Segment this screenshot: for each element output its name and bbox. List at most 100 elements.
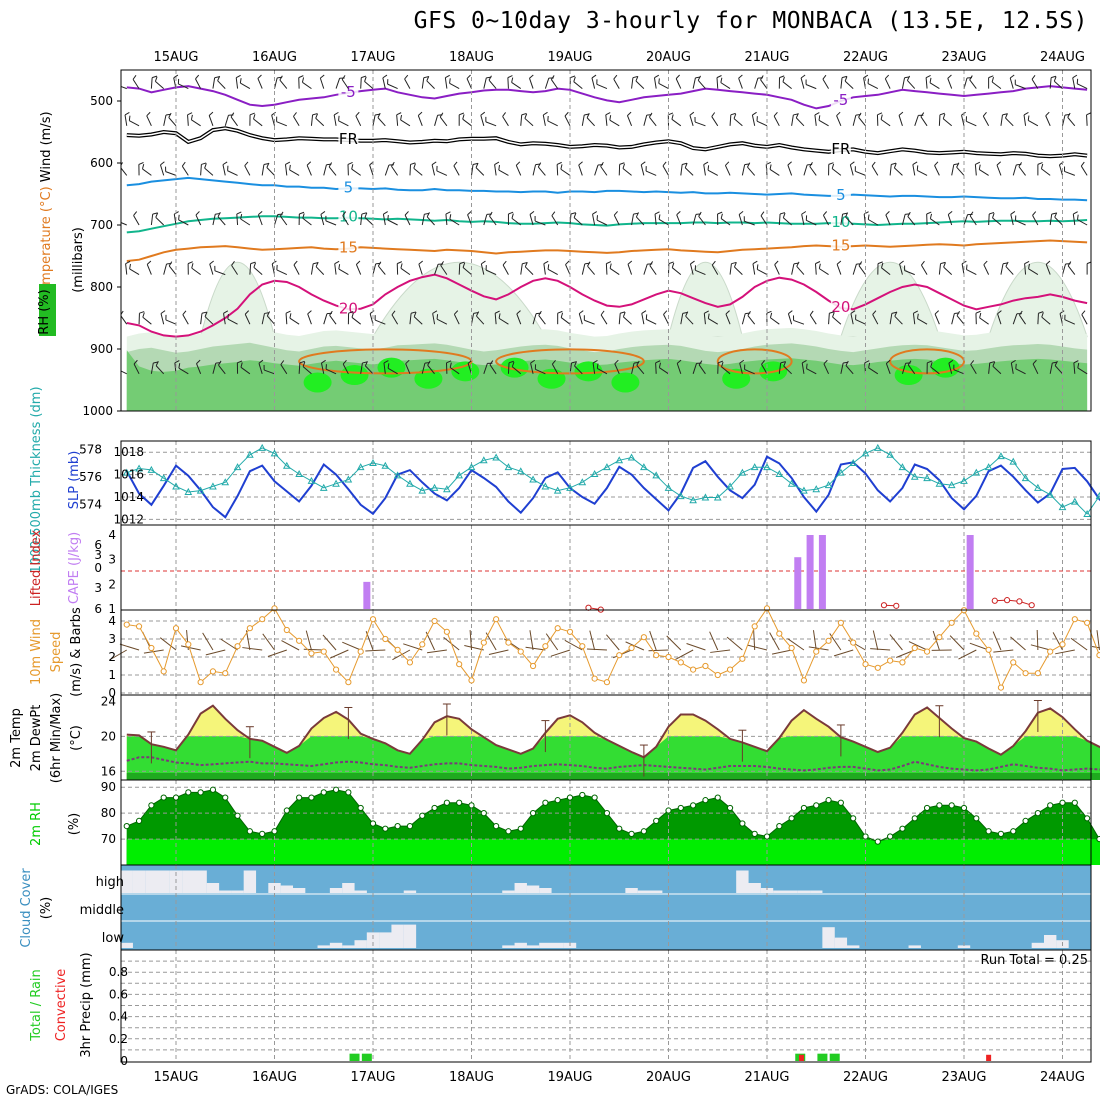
wind-speed-marker <box>1096 652 1100 659</box>
wind-barb <box>925 77 928 89</box>
wind-barb <box>342 215 349 226</box>
wind-barb <box>872 630 879 651</box>
y-tick-label: 1014 <box>113 490 144 504</box>
wind-barb <box>744 369 755 375</box>
wind-barb <box>204 167 214 176</box>
rh2m-marker <box>690 802 697 809</box>
wind-barb-flag <box>466 74 471 79</box>
wind-barb <box>655 362 657 374</box>
wind-barb-flag <box>328 162 333 168</box>
wind-barb-flag <box>592 211 598 215</box>
wind-barb <box>341 79 349 89</box>
ylabel-temp-c: (6hr Min/Max) <box>49 693 64 783</box>
wind-barb <box>594 164 599 176</box>
wind-barb <box>970 364 977 375</box>
wind-barb-flag <box>129 263 131 270</box>
y-tick-label: 1000 <box>82 404 113 418</box>
wind-barb <box>685 315 694 325</box>
rh2m-marker <box>431 804 438 812</box>
wind-barb <box>636 216 645 226</box>
wind-barb <box>760 215 768 226</box>
rh-90-core <box>303 372 332 393</box>
wind-barb <box>618 313 621 325</box>
wind-barb-flag <box>529 211 535 215</box>
wind-speed-marker <box>813 648 820 655</box>
wind-barb-flag <box>717 211 723 215</box>
wind-barb <box>512 366 522 375</box>
wind-barb <box>564 115 571 127</box>
rh-70-area <box>126 350 1088 411</box>
wind-barb <box>129 120 140 127</box>
cloud-bar-low <box>366 932 380 948</box>
wind-barb <box>511 217 522 226</box>
rh2m-marker <box>702 797 709 804</box>
wind-barb <box>649 265 657 275</box>
wind-barb-flag <box>801 359 807 364</box>
wind-barb-flag <box>822 74 827 80</box>
wind-barb <box>320 214 325 226</box>
wind-barb-flag <box>635 76 639 82</box>
cloud-row-label: middle <box>80 903 124 918</box>
date-axis-bottom: 15AUG 16AUG 17AUG 18AUG 19AUG 20AUG 21AUG 22AUG… <box>153 1070 1085 1085</box>
wind-barb <box>434 115 439 126</box>
rh-90-core <box>340 365 369 386</box>
wind-barb <box>689 263 694 275</box>
wind-barb-flag <box>966 264 968 270</box>
wind-barb-flag <box>529 74 534 79</box>
wind-barb <box>606 634 620 651</box>
wind-barb <box>494 164 497 176</box>
wind-barb-flag <box>578 161 583 166</box>
wind-barb-flag <box>387 363 390 369</box>
isotherm-label: 10 <box>339 208 358 226</box>
wind-barb-flag <box>1067 112 1071 118</box>
wind-barb-flag <box>178 363 181 369</box>
ylabel-cloud-unit: (%) <box>39 897 54 920</box>
wind-barb <box>204 316 214 325</box>
wind-barb <box>806 368 817 375</box>
wind-barb <box>801 362 805 374</box>
wind-barb-flag <box>239 78 242 84</box>
wind-barb-flag <box>942 113 946 119</box>
rh2m-marker <box>874 838 881 845</box>
thickness-marker <box>467 463 476 471</box>
wind-barb <box>852 115 857 126</box>
wind-barb <box>364 365 374 375</box>
wind-barb <box>1055 649 1075 655</box>
wind-barb <box>1062 263 1067 275</box>
wind-speed-marker <box>887 657 894 664</box>
cloud-bar-high <box>354 890 367 893</box>
wind-barb <box>782 81 792 89</box>
wind-barb-flag <box>989 361 995 364</box>
wind-speed-marker <box>665 653 672 661</box>
wind-barb-flag <box>731 261 737 265</box>
wind-barb-flag <box>844 76 848 82</box>
wind-speed-marker <box>222 670 229 677</box>
cloud-bar-low <box>957 945 971 948</box>
rh2m-marker <box>271 828 278 835</box>
wind-barb-flag <box>257 74 262 79</box>
wind-barb-flag <box>925 74 931 79</box>
wind-barb <box>680 313 684 325</box>
y-tick-label: 600 <box>90 156 113 170</box>
wind-barb-flag <box>978 164 981 170</box>
y-tick-label: 80 <box>101 806 116 820</box>
wind-barb <box>146 115 152 127</box>
wind-barb <box>930 218 940 226</box>
wind-barb-flag <box>182 310 187 315</box>
wind-barb-flag <box>271 111 276 116</box>
wind-barb-flag <box>787 161 792 166</box>
wind-barb <box>1032 215 1039 226</box>
wind-barb-flag <box>697 75 701 81</box>
wind-barb-flag <box>195 74 200 80</box>
rh2m-marker <box>357 804 364 812</box>
isotherm-label-bg <box>338 208 359 224</box>
wind-barb <box>160 313 165 325</box>
wind-barb-flag <box>1073 211 1078 215</box>
wind-barb <box>121 85 127 90</box>
wind-speed-marker <box>443 628 450 635</box>
wind-barb-flag <box>1045 260 1051 265</box>
wind-barb <box>382 77 386 89</box>
wind-barb-flag <box>934 161 939 166</box>
wind-barb <box>121 370 127 375</box>
wind-barb-flag <box>609 115 612 121</box>
